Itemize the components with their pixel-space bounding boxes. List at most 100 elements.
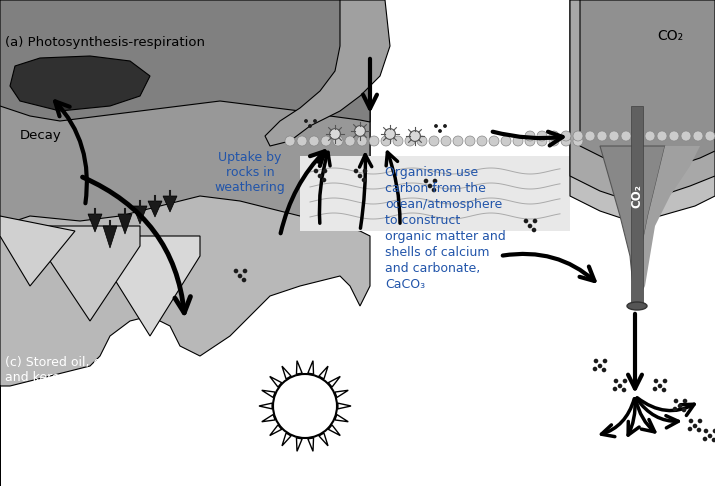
- Polygon shape: [0, 0, 370, 122]
- Circle shape: [309, 136, 319, 146]
- Ellipse shape: [627, 302, 647, 310]
- Polygon shape: [262, 415, 275, 422]
- Polygon shape: [265, 0, 390, 146]
- Circle shape: [235, 269, 237, 273]
- Circle shape: [524, 219, 528, 223]
- Circle shape: [363, 170, 367, 173]
- Circle shape: [417, 136, 427, 146]
- Circle shape: [345, 136, 355, 146]
- Circle shape: [705, 131, 715, 141]
- Circle shape: [315, 170, 317, 173]
- Polygon shape: [40, 226, 140, 321]
- Circle shape: [669, 131, 679, 141]
- Circle shape: [693, 131, 703, 141]
- Circle shape: [699, 419, 701, 423]
- Circle shape: [549, 131, 559, 141]
- Polygon shape: [328, 377, 340, 387]
- Circle shape: [513, 136, 523, 146]
- Circle shape: [305, 120, 307, 122]
- Polygon shape: [270, 377, 282, 387]
- Circle shape: [714, 430, 715, 433]
- Circle shape: [684, 399, 686, 402]
- Text: Organisms use
carbon from the
ocean/atmosphere
to construct
organic matter and
s: Organisms use carbon from the ocean/atmo…: [385, 166, 506, 291]
- Polygon shape: [570, 0, 715, 201]
- Polygon shape: [319, 366, 328, 379]
- Circle shape: [318, 174, 322, 177]
- Text: CO₂: CO₂: [657, 29, 683, 43]
- Polygon shape: [338, 403, 351, 409]
- Polygon shape: [100, 236, 200, 336]
- Circle shape: [528, 225, 531, 227]
- Circle shape: [593, 367, 596, 371]
- Circle shape: [444, 125, 446, 127]
- Polygon shape: [282, 366, 291, 379]
- Circle shape: [357, 136, 367, 146]
- Polygon shape: [328, 425, 340, 435]
- Circle shape: [704, 430, 708, 433]
- Circle shape: [598, 364, 601, 367]
- Circle shape: [682, 408, 686, 412]
- Circle shape: [314, 120, 316, 122]
- Circle shape: [355, 125, 365, 137]
- Circle shape: [561, 131, 571, 141]
- Circle shape: [439, 130, 441, 132]
- Circle shape: [489, 136, 499, 146]
- Circle shape: [429, 136, 439, 146]
- Circle shape: [525, 131, 535, 141]
- Polygon shape: [570, 0, 715, 221]
- Circle shape: [603, 360, 606, 363]
- Circle shape: [243, 269, 247, 273]
- Circle shape: [654, 387, 656, 391]
- Circle shape: [330, 129, 340, 139]
- Circle shape: [621, 131, 631, 141]
- Circle shape: [242, 278, 245, 281]
- Circle shape: [659, 384, 661, 388]
- Polygon shape: [270, 425, 282, 435]
- Polygon shape: [10, 56, 150, 111]
- Circle shape: [358, 174, 362, 177]
- Circle shape: [709, 434, 711, 437]
- Circle shape: [381, 136, 391, 146]
- Circle shape: [333, 136, 343, 146]
- Polygon shape: [600, 146, 665, 306]
- Circle shape: [694, 424, 696, 428]
- Circle shape: [369, 136, 379, 146]
- Circle shape: [355, 170, 358, 173]
- Circle shape: [585, 131, 595, 141]
- Circle shape: [453, 136, 463, 146]
- Polygon shape: [262, 390, 275, 398]
- Circle shape: [410, 131, 420, 141]
- Circle shape: [322, 178, 325, 182]
- Circle shape: [613, 387, 616, 391]
- Circle shape: [537, 131, 547, 141]
- Polygon shape: [118, 214, 132, 234]
- Circle shape: [309, 125, 311, 127]
- Polygon shape: [0, 166, 370, 486]
- Circle shape: [285, 136, 295, 146]
- Circle shape: [654, 380, 658, 382]
- Circle shape: [681, 131, 691, 141]
- Circle shape: [533, 228, 536, 232]
- Polygon shape: [103, 226, 117, 248]
- Circle shape: [525, 136, 535, 146]
- Circle shape: [645, 131, 655, 141]
- Circle shape: [609, 131, 619, 141]
- Circle shape: [441, 136, 451, 146]
- Polygon shape: [635, 146, 700, 306]
- Circle shape: [664, 380, 666, 382]
- Circle shape: [573, 131, 583, 141]
- Polygon shape: [163, 196, 177, 212]
- Circle shape: [428, 184, 432, 188]
- Polygon shape: [0, 216, 75, 286]
- Circle shape: [533, 219, 536, 223]
- Text: (c) Stored oil, gas, coal,
and kerogen: (c) Stored oil, gas, coal, and kerogen: [5, 356, 154, 384]
- Circle shape: [297, 136, 307, 146]
- Circle shape: [622, 388, 626, 392]
- Circle shape: [594, 360, 598, 363]
- Polygon shape: [308, 438, 314, 451]
- Polygon shape: [282, 433, 291, 446]
- Circle shape: [689, 427, 691, 431]
- Circle shape: [549, 136, 559, 146]
- Circle shape: [614, 380, 618, 382]
- Polygon shape: [335, 390, 348, 398]
